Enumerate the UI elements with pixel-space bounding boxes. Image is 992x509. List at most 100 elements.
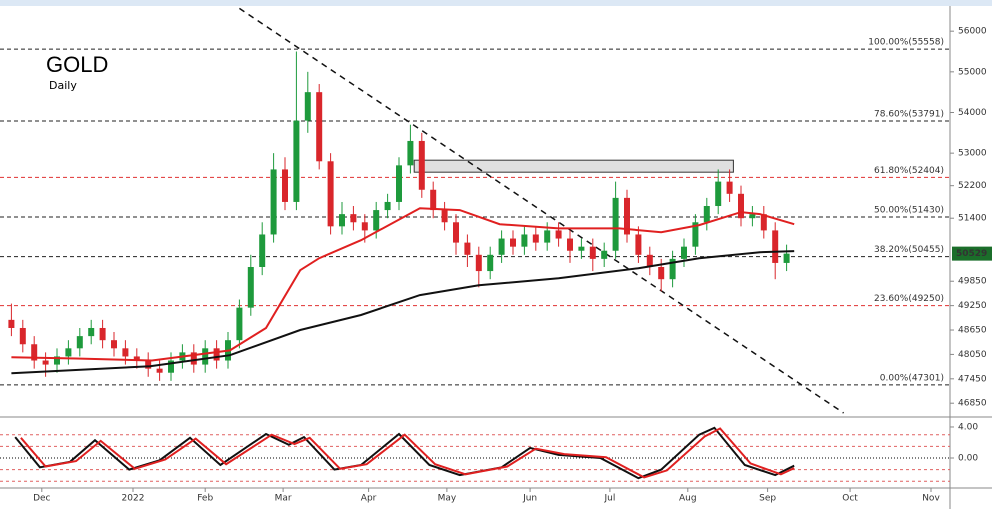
candle-body <box>692 222 699 247</box>
last-price-label: 50529 <box>956 249 987 259</box>
candle-body <box>658 267 665 280</box>
candle-body <box>567 238 573 251</box>
candle-body <box>31 344 38 361</box>
moving-average <box>11 250 795 375</box>
candle-body <box>635 234 642 255</box>
candle-body <box>532 234 539 243</box>
moving-average <box>11 207 795 362</box>
candle-body <box>646 254 653 267</box>
candle-body <box>304 92 311 121</box>
candle-body <box>749 214 756 219</box>
resistance-zone <box>413 159 734 173</box>
osc-tick-label: 0.00 <box>958 453 978 463</box>
candle-body <box>168 360 174 373</box>
candle-body <box>99 327 106 341</box>
candle-body <box>145 360 152 369</box>
x-tick-label: Jun <box>522 494 537 504</box>
candle-body <box>612 197 619 251</box>
x-tick-label: Jul <box>603 494 615 504</box>
candle-body <box>373 210 380 231</box>
chart-subtitle: Daily <box>49 79 77 92</box>
candle-body <box>681 246 687 259</box>
last-price-box <box>952 246 992 261</box>
y-tick-label: 49850 <box>958 277 987 287</box>
candle-body <box>156 368 163 373</box>
x-tick-label: Sep <box>759 494 776 504</box>
trendline <box>238 7 845 414</box>
candle-body <box>361 222 368 231</box>
x-tick-label: Nov <box>922 494 940 504</box>
y-tick-label: 47450 <box>958 374 987 384</box>
x-tick-label: Feb <box>197 494 213 504</box>
fib-label: 61.80%(52404) <box>874 166 944 176</box>
y-tick-label: 54000 <box>958 108 987 118</box>
candle-body <box>42 360 49 365</box>
x-tick-label: Dec <box>33 494 50 504</box>
candle-body <box>521 234 528 247</box>
candle-body <box>760 214 767 231</box>
candle-body <box>54 356 60 365</box>
candle-body <box>498 238 505 255</box>
fib-label: 23.60%(49250) <box>874 294 944 304</box>
candle-body <box>544 230 551 243</box>
candle-body <box>441 210 448 223</box>
y-tick-label: 48050 <box>958 350 987 360</box>
candle-body <box>510 238 516 247</box>
candle-body <box>624 197 630 235</box>
candle-body <box>555 230 562 239</box>
y-tick-label: 55000 <box>958 67 987 77</box>
candle-body <box>327 161 334 227</box>
x-tick-label: Aug <box>679 494 697 504</box>
candle-body <box>282 169 288 202</box>
x-tick-label: 2022 <box>122 494 145 504</box>
fib-label: 78.60%(53791) <box>874 109 944 119</box>
y-tick-label: 51400 <box>958 214 987 224</box>
fib-label: 38.20%(50455) <box>874 245 944 255</box>
top-strip <box>0 0 992 6</box>
candle-body <box>407 140 414 166</box>
candle-body <box>247 267 254 308</box>
candle-body <box>259 234 266 267</box>
candle-body <box>384 201 391 211</box>
candle-body <box>19 327 26 345</box>
candle-body <box>464 242 471 255</box>
y-tick-label: 48650 <box>958 326 987 336</box>
x-tick-label: Apr <box>361 494 377 504</box>
y-tick-label: 52200 <box>958 181 987 191</box>
candle-body <box>703 206 710 223</box>
fib-label: 0.00%(47301) <box>880 373 944 383</box>
fib-label: 100.00%(55558) <box>868 38 944 48</box>
x-tick-label: Oct <box>842 494 858 504</box>
candle-body <box>213 348 220 361</box>
candle-body <box>715 181 722 207</box>
candle-body <box>339 214 345 227</box>
candle-body <box>453 222 459 243</box>
candle-body <box>190 352 197 365</box>
candle-body <box>65 348 72 357</box>
candle-body <box>133 356 140 361</box>
candle-body <box>589 246 596 259</box>
candle-body <box>783 253 790 263</box>
fib-label: 50.00%(51430) <box>874 205 944 215</box>
candle-body <box>418 140 425 190</box>
candle-body <box>122 348 129 357</box>
candle-body <box>772 230 779 263</box>
candle-body <box>487 254 494 272</box>
candle-body <box>88 327 95 337</box>
candle-body <box>236 307 243 341</box>
candle-body <box>111 340 117 349</box>
candle-body <box>669 258 676 280</box>
y-tick-label: 49250 <box>958 301 987 311</box>
chart-title: GOLD <box>46 52 108 77</box>
candle-body <box>396 165 402 202</box>
candle-body <box>726 181 733 194</box>
x-tick-label: May <box>438 494 457 504</box>
candle-body <box>316 92 323 162</box>
candle-body <box>350 214 357 223</box>
x-tick-label: Mar <box>275 494 292 504</box>
y-tick-label: 46850 <box>958 399 987 409</box>
candle-body <box>601 250 608 259</box>
oscillator-line <box>20 427 795 479</box>
candle-body <box>202 348 209 365</box>
